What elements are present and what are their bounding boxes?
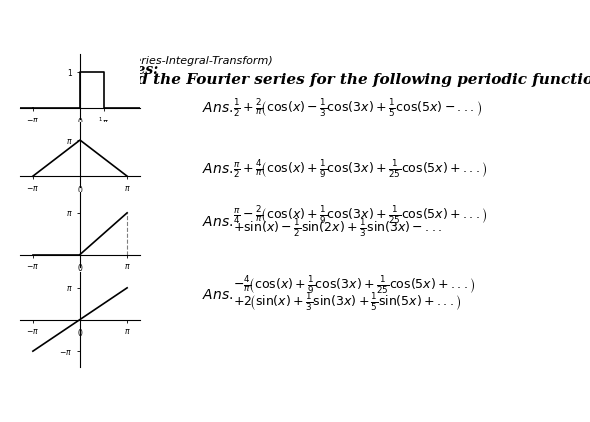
Text: Q1/Find the Fourier series for the following periodic functions.: Q1/Find the Fourier series for the follo…	[80, 73, 590, 87]
Text: $Ans.$: $Ans.$	[202, 288, 232, 302]
Text: $-\frac{4}{\pi}\!\left(\cos(x)+\frac{1}{9}\cos(3x)+\frac{1}{25}\cos(5x)+...\righ: $-\frac{4}{\pi}\!\left(\cos(x)+\frac{1}{…	[232, 274, 476, 296]
Text: $Ans.$: $Ans.$	[202, 214, 232, 229]
Text: $2)$: $2)$	[91, 202, 106, 218]
Text: Exercises:: Exercises:	[80, 63, 158, 77]
Text: $+\sin(x)-\frac{1}{2}\sin(2x)+\frac{1}{3}\sin(3x)-...$: $+\sin(x)-\frac{1}{2}\sin(2x)+\frac{1}{3…	[232, 218, 442, 239]
Text: $3)$: $3)$	[81, 217, 97, 233]
Text: $\frac{\pi}{2}+\frac{4}{\pi}\!\left(\cos(x)+\frac{1}{9}\cos(3x)+\frac{1}{25}\cos: $\frac{\pi}{2}+\frac{4}{\pi}\!\left(\cos…	[232, 158, 487, 180]
Text: $2)$: $2)$	[81, 161, 97, 177]
Text: Fourier (Series-Integral-Transform): Fourier (Series-Integral-Transform)	[80, 56, 273, 66]
Text: $Ans.$: $Ans.$	[202, 100, 232, 115]
Text: $Ans.$: $Ans.$	[202, 162, 232, 176]
Text: $\frac{1}{2}+\frac{2}{\pi}\!\left(\cos(x)-\frac{1}{3}\cos(3x)+\frac{1}{5}\cos(5x: $\frac{1}{2}+\frac{2}{\pi}\!\left(\cos(x…	[232, 97, 482, 119]
Text: $1)$: $1)$	[81, 100, 97, 116]
Text: $+2\!\left(\sin(x)+\frac{1}{3}\sin(3x)+\frac{1}{5}\sin(5x)+...\right)$: $+2\!\left(\sin(x)+\frac{1}{3}\sin(3x)+\…	[232, 292, 461, 314]
Text: $4)$: $4)$	[81, 287, 97, 303]
Text: $\frac{\pi}{4}-\frac{2}{\pi}\!\left(\cos(x)+\frac{1}{9}\cos(3x)+\frac{1}{25}\cos: $\frac{\pi}{4}-\frac{2}{\pi}\!\left(\cos…	[232, 205, 487, 226]
